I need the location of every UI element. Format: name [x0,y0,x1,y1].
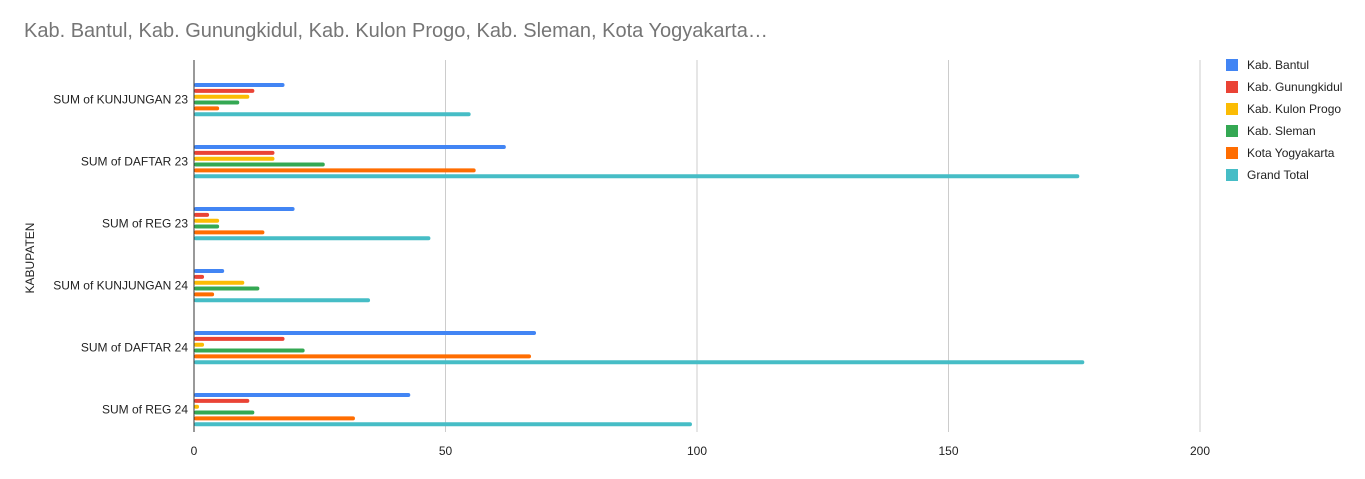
bar [194,348,305,353]
bar [194,280,245,285]
x-tick-label: 100 [687,444,707,458]
bar [194,404,200,409]
bar [194,236,431,241]
bar [194,292,215,297]
category-label: SUM of DAFTAR 23 [81,155,188,169]
legend-swatch [1226,59,1238,71]
bar [194,94,250,99]
category-label: SUM of REG 23 [102,217,188,231]
legend-label: Kab. Gunungkidul [1247,80,1342,94]
chart-title: Kab. Bantul, Kab. Gunungkidul, Kab. Kulo… [24,20,768,42]
bar [194,174,1080,179]
bar [194,416,355,421]
bar [194,145,506,149]
bar [194,286,260,291]
x-tick-label: 200 [1190,444,1210,458]
category-label: SUM of KUNJUNGAN 23 [53,93,188,107]
bar [194,298,371,303]
legend-swatch [1226,103,1238,115]
bar [194,331,537,335]
legend-label: Kab. Sleman [1247,124,1316,138]
category-label: SUM of REG 24 [102,403,188,417]
legend-swatch [1226,147,1238,159]
bar [194,342,205,347]
x-tick-label: 150 [938,444,958,458]
bar [194,410,255,415]
bar [194,218,220,223]
legend-swatch [1226,169,1238,181]
bar [194,100,240,105]
bar [194,162,325,167]
bar [194,168,476,173]
legend-label: Kota Yogyakarta [1247,146,1335,160]
legend-swatch [1226,125,1238,137]
legend-label: Kab. Bantul [1247,58,1309,72]
bar [194,274,205,279]
axes: 0 50 100 150 200 SUM of KUNJUNGAN 23 SUM of DA… [23,60,1210,458]
x-tick-label: 0 [191,444,198,458]
bar [194,106,220,111]
bar [194,230,265,235]
bar [194,207,295,211]
x-tick-label: 50 [439,444,453,458]
y-axis-title: KABUPATEN [23,223,37,294]
bar [194,398,250,403]
bar [194,354,532,359]
bar [194,422,692,427]
legend-label: Kab. Kulon Progo [1247,102,1341,116]
category-label: SUM of DAFTAR 24 [81,341,188,355]
bar [194,360,1085,365]
bars [194,83,1085,427]
legend-swatch [1226,81,1238,93]
bar [194,224,220,229]
legend: Kab. Bantul Kab. Gunungkidul Kab. Kulon Pr… [1226,58,1342,182]
bar [194,88,255,93]
bar [194,269,225,273]
legend-label: Grand Total [1247,168,1309,182]
bar [194,150,275,155]
bar [194,156,275,161]
bar [194,212,210,217]
category-label: SUM of KUNJUNGAN 24 [53,279,188,293]
gridlines [445,60,1201,432]
bar [194,83,285,87]
bar [194,393,411,397]
bar [194,112,471,117]
bar [194,336,285,341]
